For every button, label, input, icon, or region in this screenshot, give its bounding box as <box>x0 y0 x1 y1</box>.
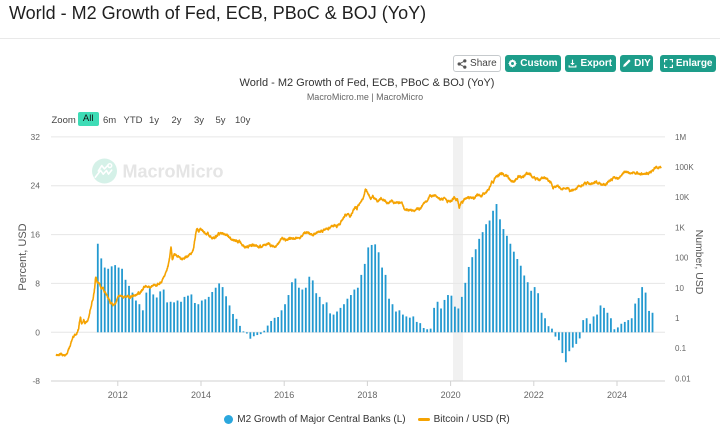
svg-text:2012: 2012 <box>108 390 128 400</box>
svg-text:8: 8 <box>35 278 40 288</box>
svg-text:1: 1 <box>675 314 680 323</box>
svg-text:2018: 2018 <box>357 390 377 400</box>
svg-text:32: 32 <box>31 132 41 142</box>
svg-text:Number, USD: Number, USD <box>693 230 705 295</box>
svg-text:2024: 2024 <box>607 390 627 400</box>
svg-text:10K: 10K <box>675 193 690 202</box>
svg-text:100: 100 <box>675 254 689 263</box>
svg-text:16: 16 <box>31 230 41 240</box>
svg-text:2020: 2020 <box>441 390 461 400</box>
svg-text:0: 0 <box>35 327 40 337</box>
svg-text:0.01: 0.01 <box>675 374 691 383</box>
svg-text:0.1: 0.1 <box>675 344 687 353</box>
svg-text:1K: 1K <box>675 223 685 232</box>
svg-text:MacroMicro: MacroMicro <box>123 162 224 182</box>
svg-text:1M: 1M <box>675 133 686 142</box>
svg-text:24: 24 <box>31 181 41 191</box>
svg-text:2016: 2016 <box>274 390 294 400</box>
svg-text:2022: 2022 <box>524 390 544 400</box>
svg-text:2014: 2014 <box>191 390 211 400</box>
svg-text:10: 10 <box>675 284 684 293</box>
svg-text:-8: -8 <box>32 376 40 386</box>
svg-text:Percent, USD: Percent, USD <box>17 223 29 290</box>
svg-text:100K: 100K <box>675 163 694 172</box>
